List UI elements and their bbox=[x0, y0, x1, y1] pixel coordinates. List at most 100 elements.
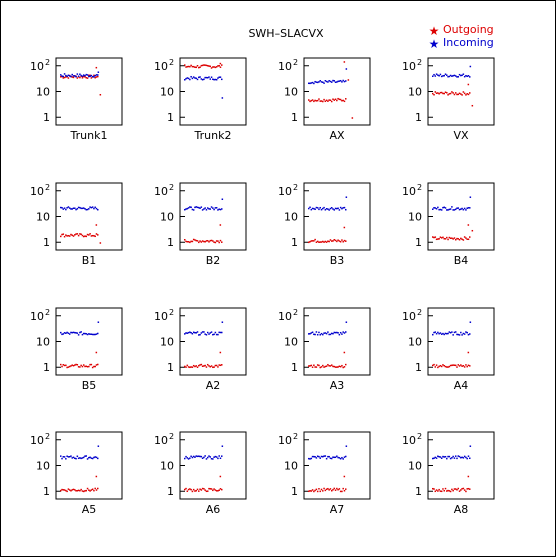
data-point bbox=[86, 365, 89, 368]
y-tick-label: 10 bbox=[284, 460, 298, 473]
data-point bbox=[345, 80, 347, 82]
data-point bbox=[460, 237, 462, 240]
data-point bbox=[456, 93, 458, 96]
data-point bbox=[435, 208, 438, 210]
data-point bbox=[435, 332, 438, 335]
y-tick-exponent: 2 bbox=[169, 183, 174, 192]
data-point bbox=[91, 333, 94, 336]
data-point bbox=[460, 364, 462, 366]
data-point bbox=[309, 490, 311, 492]
data-point bbox=[328, 240, 330, 243]
panel-frame bbox=[55, 57, 123, 126]
data-point bbox=[203, 331, 205, 333]
data-point bbox=[81, 333, 84, 336]
data-point bbox=[201, 240, 204, 242]
data-point bbox=[469, 65, 472, 68]
data-point bbox=[465, 490, 467, 493]
data-point bbox=[217, 366, 219, 368]
y-tick-label: 1 bbox=[43, 111, 50, 124]
data-point bbox=[432, 457, 434, 460]
data-point bbox=[332, 98, 334, 100]
data-point bbox=[79, 457, 81, 459]
data-point bbox=[77, 75, 80, 77]
data-point bbox=[442, 364, 444, 366]
data-point bbox=[97, 445, 100, 447]
data-point bbox=[204, 455, 206, 457]
y-tick-label: 10 bbox=[402, 310, 416, 323]
data-point bbox=[84, 208, 86, 210]
data-point bbox=[466, 238, 468, 240]
data-point bbox=[63, 76, 66, 79]
series-outgoing bbox=[432, 351, 471, 369]
data-point bbox=[60, 489, 62, 492]
data-point bbox=[310, 208, 313, 211]
data-point bbox=[463, 92, 466, 95]
data-point bbox=[205, 64, 208, 67]
data-point bbox=[196, 366, 199, 369]
data-point bbox=[95, 489, 98, 491]
data-point bbox=[198, 455, 200, 457]
data-point bbox=[332, 456, 334, 458]
data-point bbox=[467, 364, 470, 367]
panel-label: A8 bbox=[454, 503, 469, 516]
data-point bbox=[71, 73, 73, 76]
data-point bbox=[448, 208, 451, 211]
data-point bbox=[440, 75, 443, 78]
data-point bbox=[328, 99, 330, 101]
data-point bbox=[219, 239, 222, 242]
data-point bbox=[204, 489, 206, 491]
data-point bbox=[451, 457, 453, 459]
data-point bbox=[65, 234, 67, 236]
data-point bbox=[214, 241, 217, 244]
data-point bbox=[442, 206, 444, 209]
data-point bbox=[97, 75, 99, 78]
data-point bbox=[200, 206, 203, 208]
series-incoming bbox=[60, 445, 100, 460]
data-point bbox=[316, 333, 319, 336]
data-point bbox=[324, 365, 327, 368]
data-point bbox=[343, 206, 346, 209]
data-point bbox=[91, 457, 94, 460]
data-point bbox=[88, 333, 90, 335]
data-point bbox=[221, 198, 224, 201]
data-point bbox=[465, 209, 467, 211]
data-point bbox=[465, 331, 467, 333]
data-point bbox=[203, 456, 205, 459]
data-point bbox=[199, 333, 201, 336]
data-point bbox=[310, 240, 313, 242]
data-point bbox=[185, 487, 187, 490]
data-point bbox=[187, 458, 190, 460]
series-outgoing bbox=[184, 224, 223, 244]
data-point bbox=[82, 207, 85, 209]
series-incoming bbox=[184, 198, 224, 211]
data-point bbox=[444, 365, 447, 368]
data-point bbox=[85, 333, 88, 335]
data-point bbox=[339, 365, 342, 368]
data-point bbox=[89, 75, 91, 78]
data-point bbox=[435, 92, 438, 95]
data-point bbox=[343, 351, 346, 354]
data-point bbox=[76, 233, 79, 235]
data-point bbox=[316, 364, 319, 366]
data-point bbox=[80, 233, 82, 236]
data-point bbox=[446, 332, 448, 335]
data-point bbox=[439, 332, 442, 334]
data-point bbox=[325, 457, 328, 460]
data-point bbox=[192, 488, 195, 491]
data-point bbox=[185, 332, 187, 334]
data-point bbox=[332, 488, 334, 491]
data-point bbox=[345, 331, 347, 333]
data-point bbox=[314, 489, 316, 492]
data-point bbox=[469, 196, 472, 198]
data-point bbox=[70, 455, 72, 457]
data-point bbox=[448, 455, 451, 458]
data-point bbox=[337, 97, 339, 100]
data-point bbox=[448, 75, 451, 78]
data-point bbox=[191, 240, 194, 243]
data-point bbox=[433, 488, 435, 490]
data-point bbox=[313, 207, 315, 210]
data-point bbox=[458, 365, 461, 367]
data-point bbox=[208, 76, 210, 78]
data-point bbox=[191, 208, 194, 211]
